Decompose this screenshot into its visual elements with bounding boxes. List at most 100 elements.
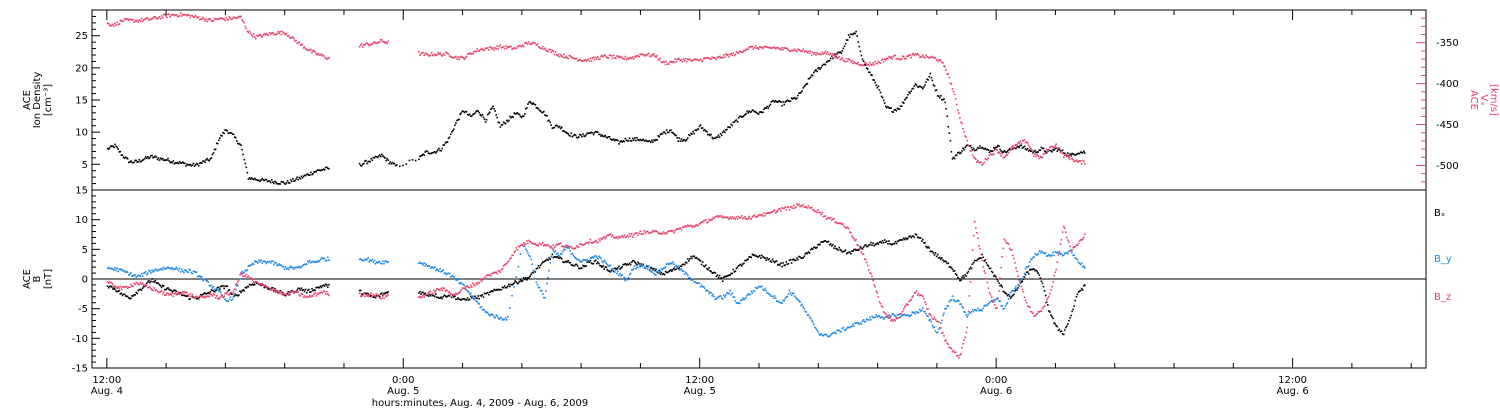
data-point: [160, 286, 163, 289]
data-point: [166, 267, 168, 269]
data-point: [893, 318, 896, 321]
data-point: [367, 257, 369, 259]
data-point: [447, 294, 450, 297]
data-point: [360, 43, 363, 45]
data-point: [713, 271, 716, 274]
data-point: [152, 289, 154, 292]
data-point: [774, 47, 777, 50]
data-point: [728, 274, 730, 276]
data-point: [210, 289, 213, 291]
data-point: [435, 54, 437, 57]
data-point: [165, 267, 167, 270]
data-point: [129, 286, 131, 289]
data-point: [359, 289, 362, 292]
data-point: [715, 136, 718, 139]
bottom-ylabel-unit: [nT]: [43, 269, 54, 289]
data-point: [214, 148, 217, 150]
data-point: [679, 268, 682, 271]
data-point: [287, 294, 290, 296]
data-point: [688, 277, 690, 279]
data-point: [418, 296, 420, 298]
data-point: [644, 267, 647, 269]
data-point: [851, 235, 853, 237]
data-point: [1083, 150, 1085, 153]
data-point: [205, 279, 207, 282]
data-point: [282, 265, 285, 268]
data-point: [490, 290, 492, 293]
data-point: [713, 295, 716, 298]
data-point: [371, 295, 374, 298]
data-point: [918, 237, 921, 239]
data-point: [1033, 315, 1035, 317]
data-point: [1066, 236, 1068, 239]
data-point: [598, 255, 600, 258]
data-point: [515, 281, 518, 283]
data-point: [930, 250, 933, 253]
data-point: [727, 275, 729, 277]
data-point: [986, 281, 989, 284]
data-point: [858, 45, 861, 48]
data-point: [296, 289, 298, 291]
data-point: [775, 101, 778, 103]
data-point: [682, 139, 685, 141]
data-point: [977, 146, 979, 149]
data-point: [1045, 255, 1048, 257]
data-point: [157, 282, 160, 284]
data-point: [599, 264, 601, 267]
data-point: [594, 259, 597, 262]
data-point: [638, 262, 640, 265]
data-point: [1023, 139, 1026, 141]
data-point: [568, 246, 570, 248]
data-point: [801, 257, 803, 259]
data-point: [980, 253, 982, 256]
data-point: [531, 263, 533, 265]
data-point: [1029, 269, 1031, 271]
data-point: [679, 265, 682, 267]
data-point: [589, 257, 592, 259]
data-point: [623, 276, 626, 279]
data-point: [549, 121, 551, 123]
data-point: [588, 132, 591, 134]
data-point: [849, 36, 851, 38]
data-point: [1059, 253, 1062, 256]
data-point: [198, 162, 201, 164]
data-point: [273, 290, 275, 293]
data-point: [230, 132, 233, 134]
data-point: [711, 136, 713, 139]
data-point: [362, 294, 364, 297]
data-point: [153, 287, 155, 289]
data-point: [799, 92, 801, 94]
data-point: [937, 60, 940, 63]
data-point: [874, 81, 876, 84]
y-tick-label: -15: [72, 364, 88, 375]
data-point: [437, 51, 439, 54]
data-point: [438, 297, 440, 299]
data-point: [460, 55, 462, 58]
data-point: [445, 289, 448, 291]
data-point: [620, 274, 622, 277]
data-point: [194, 164, 197, 166]
data-point: [180, 268, 183, 271]
data-point: [823, 63, 826, 66]
data-point: [511, 48, 513, 50]
data-point: [600, 237, 602, 240]
data-point: [906, 55, 908, 57]
data-point: [462, 57, 465, 59]
data-point: [736, 218, 739, 220]
data-point: [1002, 247, 1005, 250]
data-point: [709, 134, 711, 137]
data-point: [798, 203, 800, 206]
data-point: [569, 245, 572, 248]
data-point: [480, 295, 483, 297]
data-point: [639, 230, 641, 233]
data-point: [1021, 280, 1024, 283]
data-point: [724, 296, 726, 298]
data-point: [327, 286, 329, 288]
data-point: [124, 156, 127, 158]
data-point: [817, 244, 819, 246]
data-point: [591, 132, 594, 134]
data-point: [642, 264, 645, 267]
data-point: [562, 250, 564, 253]
data-point: [418, 262, 420, 264]
data-point: [986, 158, 989, 161]
